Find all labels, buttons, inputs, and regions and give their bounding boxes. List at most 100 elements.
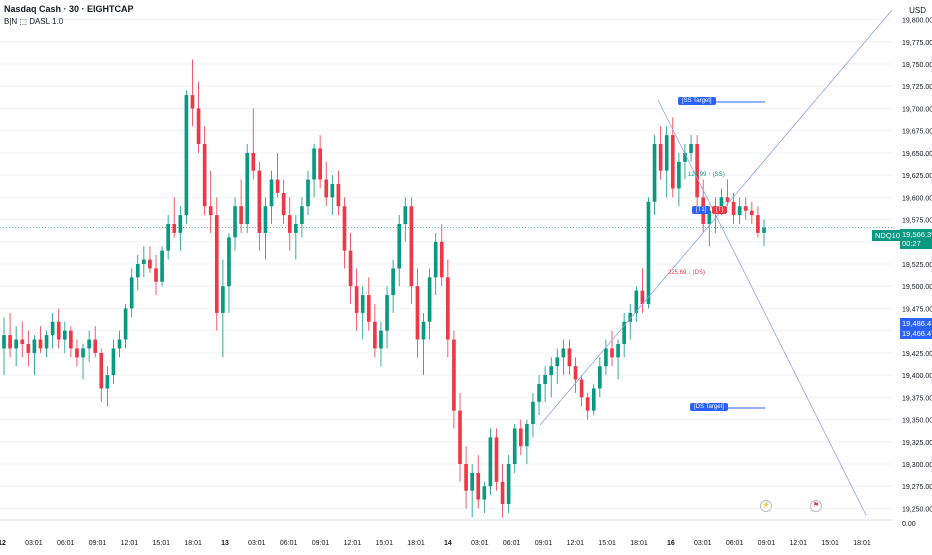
candle-body bbox=[294, 224, 298, 233]
candle-body bbox=[750, 210, 754, 216]
candle-body bbox=[2, 335, 6, 349]
candle-body bbox=[421, 321, 426, 340]
ds-trendline bbox=[657, 99, 867, 516]
indicator-legend[interactable]: B|N ⬚ DASL 1.0 bbox=[4, 17, 64, 26]
price-tick-label: 19,525.00 bbox=[902, 262, 932, 269]
candle-body bbox=[531, 401, 535, 424]
candle-body bbox=[403, 206, 408, 224]
candle-body bbox=[275, 179, 280, 193]
time-tick-label: 15:01 bbox=[821, 540, 839, 547]
candle-body bbox=[281, 192, 286, 216]
candle-body bbox=[269, 179, 274, 207]
candle-body bbox=[561, 348, 566, 358]
candle-body bbox=[658, 144, 663, 171]
time-tick-label: 06:01 bbox=[57, 540, 75, 547]
candle-body bbox=[208, 206, 213, 216]
candle-body bbox=[239, 206, 243, 224]
candle-body bbox=[233, 206, 237, 238]
candle-body bbox=[640, 290, 645, 304]
price-tick-label: 19,700.00 bbox=[902, 106, 932, 113]
time-tick-label: 18:01 bbox=[630, 540, 648, 547]
symbol-tag: NDQ100 bbox=[872, 230, 908, 241]
candle-body bbox=[148, 259, 152, 269]
candle-body bbox=[646, 201, 651, 304]
candle-body bbox=[446, 277, 450, 340]
candle-body bbox=[415, 286, 420, 340]
last-price-tag: 19,566.39 bbox=[900, 229, 932, 240]
candle-body bbox=[251, 152, 256, 171]
candle-body bbox=[111, 348, 116, 376]
candle-body bbox=[172, 224, 177, 233]
candle-body bbox=[689, 144, 693, 153]
candle-body bbox=[38, 339, 43, 349]
candle-body bbox=[518, 428, 523, 447]
candle-body bbox=[26, 344, 31, 353]
candle-body bbox=[105, 375, 110, 389]
candle-body bbox=[336, 184, 341, 207]
price-tick-label: 19,625.00 bbox=[902, 173, 932, 180]
time-tick-label: 14 bbox=[444, 540, 452, 547]
candle-body bbox=[494, 437, 499, 482]
candle-body bbox=[555, 357, 560, 367]
candle-body bbox=[75, 348, 79, 358]
candle-body bbox=[664, 135, 669, 171]
candle-body bbox=[306, 179, 310, 207]
candle-body bbox=[385, 295, 389, 331]
candle-body bbox=[743, 206, 748, 211]
time-tick-label: 09:01 bbox=[312, 540, 330, 547]
price-tick-label: 19,300.00 bbox=[902, 462, 932, 469]
candle-body bbox=[604, 348, 608, 367]
candle-body bbox=[622, 321, 626, 344]
time-tick-label: 15:01 bbox=[152, 540, 170, 547]
candle-body bbox=[737, 206, 742, 216]
candle-body bbox=[221, 286, 225, 313]
candle-body bbox=[537, 384, 541, 402]
candle-body bbox=[634, 290, 639, 313]
candle-body bbox=[117, 339, 122, 349]
candle-body bbox=[287, 215, 292, 233]
candle-body bbox=[695, 144, 699, 198]
candle-body bbox=[652, 144, 657, 202]
candle-body bbox=[154, 268, 158, 282]
price-tick-label: 19,800.00 bbox=[902, 18, 932, 25]
event-flag-icon[interactable]: ⚑ bbox=[810, 500, 822, 512]
candle-body bbox=[196, 108, 201, 144]
candle-body bbox=[178, 215, 183, 233]
price-tick-label: 19,375.00 bbox=[902, 395, 932, 402]
ds-target-label: [DS Target] bbox=[690, 403, 728, 411]
candle-body bbox=[373, 321, 377, 349]
candle-body bbox=[488, 437, 493, 487]
candle-body bbox=[433, 241, 438, 278]
time-tick-label: 03:01 bbox=[248, 540, 266, 547]
candle-body bbox=[567, 348, 572, 367]
candle-body bbox=[719, 197, 724, 207]
blue-price-tag-2: 19,466.47 bbox=[900, 328, 932, 339]
candle-body bbox=[44, 335, 49, 349]
candle-body bbox=[512, 428, 517, 464]
price-tick-label: 19,750.00 bbox=[902, 62, 932, 69]
event-lightning-icon[interactable]: ⚡ bbox=[760, 500, 772, 512]
candle-body bbox=[579, 379, 584, 398]
candle-body bbox=[166, 224, 170, 251]
candle-body bbox=[616, 344, 620, 358]
currency-label[interactable]: USD bbox=[909, 6, 926, 15]
price-tick-label: 19,725.00 bbox=[902, 84, 932, 91]
ss-trendline bbox=[539, 9, 893, 426]
candle-body bbox=[409, 206, 414, 287]
candle-body bbox=[756, 215, 760, 233]
candle-body bbox=[482, 486, 487, 500]
time-tick-label: 06:01 bbox=[503, 540, 521, 547]
candle-body bbox=[184, 95, 189, 216]
price-tick-label: 19,500.00 bbox=[902, 284, 932, 291]
candle-body bbox=[525, 424, 529, 447]
candle-body bbox=[62, 330, 67, 340]
candle-body bbox=[731, 201, 736, 216]
candle-body bbox=[725, 197, 730, 202]
candle-body bbox=[458, 410, 462, 464]
candle-body bbox=[324, 179, 329, 198]
time-tick-label: 09:01 bbox=[758, 540, 776, 547]
candle-body bbox=[8, 335, 12, 349]
candle-body bbox=[439, 241, 444, 278]
